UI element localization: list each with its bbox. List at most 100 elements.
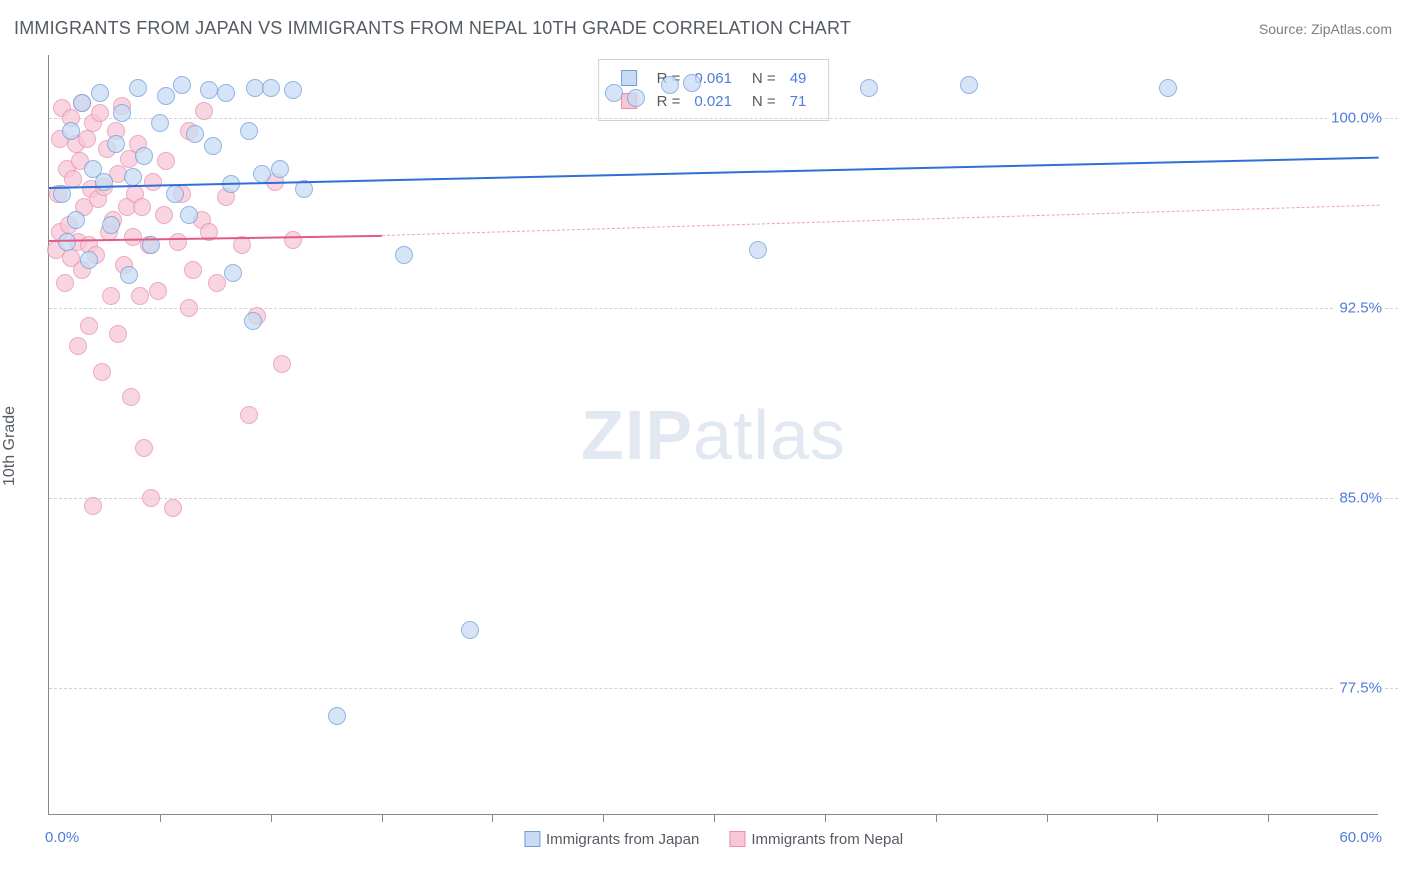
data-point-japan [124, 168, 142, 186]
data-point-japan [180, 206, 198, 224]
data-point-japan [173, 76, 191, 94]
data-point-nepal [195, 102, 213, 120]
chart-plot-area: ZIPatlas 0.0% 60.0% Immigrants from Japa… [48, 55, 1378, 815]
data-point-japan [253, 165, 271, 183]
x-tick [382, 814, 383, 822]
x-tick [603, 814, 604, 822]
data-point-japan [860, 79, 878, 97]
y-tick-label: 100.0% [1327, 110, 1382, 127]
data-point-japan [107, 135, 125, 153]
data-point-nepal [155, 206, 173, 224]
data-point-japan [328, 707, 346, 725]
data-point-nepal [91, 104, 109, 122]
y-tick-label: 85.0% [1335, 490, 1382, 507]
data-point-nepal [80, 317, 98, 335]
data-point-japan [960, 76, 978, 94]
y-tick-label: 77.5% [1335, 680, 1382, 697]
data-point-japan [80, 251, 98, 269]
source-credit: Source: ZipAtlas.com [1259, 21, 1392, 37]
x-axis-min-label: 0.0% [45, 829, 79, 846]
chart-header: IMMIGRANTS FROM JAPAN VS IMMIGRANTS FROM… [14, 18, 1392, 39]
swatch-japan-icon [621, 70, 637, 86]
x-tick [492, 814, 493, 822]
data-point-nepal [144, 173, 162, 191]
data-point-japan [157, 87, 175, 105]
trend-line [49, 156, 1379, 188]
y-axis-label: 10th Grade [1, 406, 19, 486]
chart-title: IMMIGRANTS FROM JAPAN VS IMMIGRANTS FROM… [14, 18, 851, 39]
trend-line [381, 204, 1379, 235]
data-point-nepal [284, 231, 302, 249]
data-point-nepal [109, 325, 127, 343]
data-point-japan [217, 84, 235, 102]
data-point-japan [461, 621, 479, 639]
data-point-japan [224, 264, 242, 282]
data-point-nepal [56, 274, 74, 292]
data-point-japan [661, 76, 679, 94]
gridline [49, 688, 1398, 689]
data-point-nepal [142, 489, 160, 507]
data-point-japan [102, 216, 120, 234]
data-point-japan [129, 79, 147, 97]
data-point-japan [749, 241, 767, 259]
data-point-japan [244, 312, 262, 330]
data-point-nepal [240, 406, 258, 424]
data-point-nepal [273, 355, 291, 373]
data-point-nepal [102, 287, 120, 305]
data-point-japan [204, 137, 222, 155]
data-point-japan [120, 266, 138, 284]
data-point-nepal [133, 198, 151, 216]
data-point-nepal [180, 299, 198, 317]
gridline [49, 118, 1398, 119]
x-tick [160, 814, 161, 822]
data-point-japan [627, 89, 645, 107]
swatch-japan-icon [524, 831, 540, 847]
data-point-nepal [69, 337, 87, 355]
data-point-nepal [184, 261, 202, 279]
data-point-nepal [164, 499, 182, 517]
x-tick [1157, 814, 1158, 822]
data-point-japan [605, 84, 623, 102]
data-point-nepal [169, 233, 187, 251]
y-tick-label: 92.5% [1335, 300, 1382, 317]
x-tick [714, 814, 715, 822]
data-point-japan [67, 211, 85, 229]
data-point-japan [1159, 79, 1177, 97]
data-point-nepal [84, 497, 102, 515]
x-tick [936, 814, 937, 822]
data-point-japan [151, 114, 169, 132]
x-axis-max-label: 60.0% [1339, 829, 1382, 846]
x-axis-legend: Immigrants from Japan Immigrants from Ne… [524, 831, 903, 848]
data-point-nepal [131, 287, 149, 305]
data-point-japan [200, 81, 218, 99]
legend-item-japan: Immigrants from Japan [524, 831, 699, 848]
gridline [49, 498, 1398, 499]
data-point-nepal [149, 282, 167, 300]
data-point-nepal [93, 363, 111, 381]
data-point-nepal [135, 439, 153, 457]
data-point-nepal [208, 274, 226, 292]
data-point-japan [186, 125, 204, 143]
data-point-japan [271, 160, 289, 178]
legend-item-nepal: Immigrants from Nepal [729, 831, 903, 848]
x-tick [1047, 814, 1048, 822]
data-point-japan [262, 79, 280, 97]
data-point-nepal [157, 152, 175, 170]
data-point-japan [284, 81, 302, 99]
data-point-nepal [122, 388, 140, 406]
x-tick [825, 814, 826, 822]
watermark: ZIPatlas [581, 395, 846, 475]
x-tick [271, 814, 272, 822]
data-point-japan [62, 122, 80, 140]
data-point-japan [113, 104, 131, 122]
data-point-japan [73, 94, 91, 112]
data-point-japan [91, 84, 109, 102]
data-point-japan [683, 74, 701, 92]
data-point-japan [95, 173, 113, 191]
data-point-japan [135, 147, 153, 165]
data-point-japan [240, 122, 258, 140]
data-point-japan [166, 185, 184, 203]
data-point-japan [58, 233, 76, 251]
data-point-japan [395, 246, 413, 264]
x-tick [1268, 814, 1269, 822]
